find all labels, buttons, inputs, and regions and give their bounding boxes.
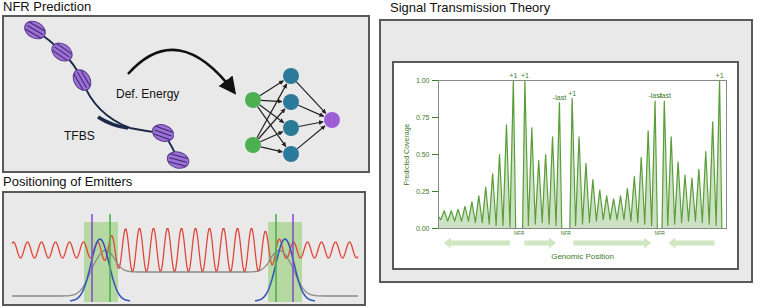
svg-text:+1: +1	[568, 90, 576, 97]
svg-text:0.00: 0.00	[416, 225, 430, 232]
svg-text:0.50: 0.50	[416, 151, 430, 158]
svg-text:0.75: 0.75	[416, 114, 430, 121]
svg-text:TFBS: TFBS	[64, 129, 95, 143]
svg-text:-last: -last	[553, 94, 566, 101]
svg-text:+1: +1	[509, 72, 517, 79]
svg-text:+1: +1	[521, 72, 529, 79]
svg-text:Def. Energy: Def. Energy	[116, 87, 179, 101]
svg-text:Signal Transmission Theory: Signal Transmission Theory	[390, 0, 551, 15]
svg-text:NFR Prediction: NFR Prediction	[3, 0, 91, 14]
svg-text:NFR: NFR	[655, 230, 666, 236]
svg-text:Positioning of Emitters: Positioning of Emitters	[3, 174, 133, 189]
svg-text:+1: +1	[716, 72, 724, 79]
svg-text:-last: -last	[648, 92, 662, 100]
svg-text:0.25: 0.25	[416, 188, 430, 195]
svg-text:1.00: 1.00	[416, 77, 430, 84]
svg-text:-last: -last	[658, 92, 671, 99]
svg-text:NFR: NFR	[514, 230, 525, 236]
svg-text:NFR: NFR	[561, 230, 572, 236]
svg-text:Predicted Coverage: Predicted Coverage	[403, 123, 411, 185]
svg-text:Genomic Position: Genomic Position	[551, 252, 614, 261]
